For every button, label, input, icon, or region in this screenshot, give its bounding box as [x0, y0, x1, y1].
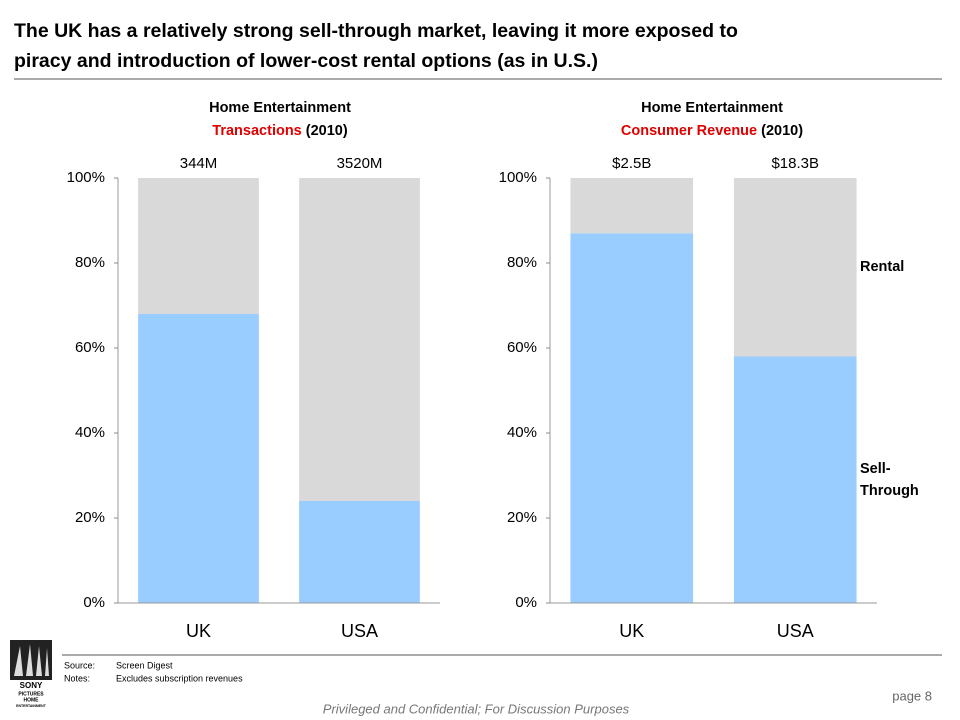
confidential: Privileged and Confidential; For Discuss… [323, 701, 630, 716]
y-tick-label: 0% [83, 594, 105, 611]
logo-text: PICTURES [18, 691, 44, 697]
slide-title: piracy and introduction of lower-cost re… [14, 50, 598, 72]
y-tick-label: 80% [75, 254, 105, 271]
period: (2010) [761, 123, 803, 139]
metric: Consumer Revenue [621, 123, 757, 139]
y-tick-label: 20% [507, 509, 537, 526]
logo-text: ENTERTAINMENT [16, 704, 47, 708]
bar-segment [570, 233, 694, 603]
chart-subtitle: Consumer Revenue (2010) [621, 123, 803, 139]
bar-segment [570, 178, 694, 234]
bar-segment [138, 314, 259, 603]
source: Screen Digest [116, 660, 173, 670]
x-tick-label: UK [619, 621, 644, 641]
y-tick-label: 100% [499, 169, 537, 186]
logo-stripes [14, 644, 49, 676]
slide-title: The UK has a relatively strong sell-thro… [14, 20, 738, 42]
total-label: $18.3B [771, 155, 819, 172]
period: (2010) [306, 123, 348, 139]
bar-segment [733, 356, 857, 603]
x-tick-label: UK [186, 621, 211, 641]
bar-segment [138, 178, 259, 314]
total-label: 344M [180, 155, 218, 172]
x-tick-label: USA [777, 621, 814, 641]
legend-item: Rental [860, 259, 905, 276]
total-label: 3520M [337, 155, 383, 172]
total-label: $2.5B [612, 155, 651, 172]
chart-subtitle: Transactions (2010) [212, 123, 348, 139]
y-tick-label: 20% [75, 509, 105, 526]
bar-segment [299, 501, 420, 603]
bar-segment [733, 178, 857, 357]
y-tick-label: 0% [515, 594, 537, 611]
logo: SONY PICTURES HOME ENTERTAINMENT [10, 640, 52, 708]
y-tick-label: 60% [507, 339, 537, 356]
logo-text: HOME [24, 697, 40, 703]
y-tick-label: 40% [75, 424, 105, 441]
chart-title: Home Entertainment [209, 100, 351, 116]
y-tick-label: 80% [507, 254, 537, 271]
y-tick-label: 40% [507, 424, 537, 441]
legend-label: Sell-Through [860, 460, 919, 499]
source-label: Source: [64, 660, 95, 670]
metric: Transactions [212, 123, 301, 139]
notes: Excludes subscription revenues [116, 673, 243, 683]
legend-label: Rental [860, 259, 905, 276]
y-tick-label: 60% [75, 339, 105, 356]
y-tick-label: 100% [67, 169, 105, 186]
chart-title: Home Entertainment [641, 100, 783, 116]
notes-label: Notes: [64, 673, 90, 683]
x-tick-label: USA [341, 621, 378, 641]
logo-text: SONY [20, 681, 43, 690]
page-number: page 8 [892, 688, 932, 703]
bar-segment [299, 178, 420, 501]
legend-item: Sell-Through [860, 460, 919, 499]
